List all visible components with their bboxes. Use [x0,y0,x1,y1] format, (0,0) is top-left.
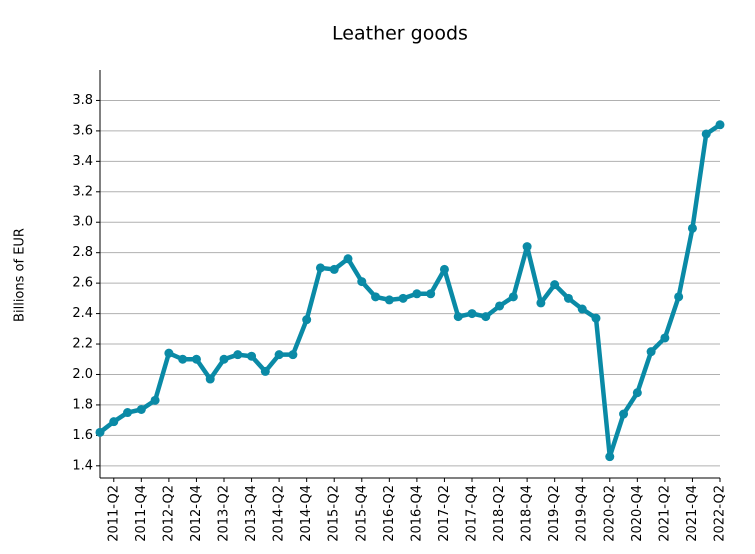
x-tick-label: 2014-Q4 [299,485,314,542]
line [98,122,722,459]
point [674,292,684,302]
point [632,388,642,398]
point [481,312,491,322]
point [247,351,257,361]
point [233,350,243,360]
x-tick-label: 2022-Q2 [713,485,728,542]
x-tick-label: 2011-Q2 [106,485,121,542]
y-tick-label: 3.6 [72,123,93,138]
x-tick-label: 2016-Q4 [409,485,424,542]
point [563,293,573,303]
x-tick-label: 2018-Q2 [492,485,507,542]
x-tick-label: 2012-Q4 [189,485,204,542]
y-axis-label: Billions of EUR [13,228,28,322]
point [315,263,325,273]
y-tick-label: 1.4 [72,458,93,473]
x-tick-label: 2015-Q2 [327,485,342,542]
point [439,264,449,274]
y-tick-label: 3.8 [72,93,93,108]
point [136,404,146,414]
y-tick-label: 2.2 [72,337,93,352]
point [274,350,284,360]
y-tick-label: 2.8 [72,245,93,260]
x-tick-label: 2021-Q2 [657,485,672,542]
point [123,408,133,418]
point [398,293,408,303]
point [715,120,725,130]
point [550,280,560,290]
x-tick-label: 2019-Q4 [575,485,590,542]
point [371,292,381,302]
point [605,452,615,462]
y-tick-label: 3.4 [72,154,93,169]
point [522,242,532,252]
point [453,312,463,322]
y-tick-label: 3.0 [72,215,93,230]
x-tick-label: 2018-Q4 [520,485,535,542]
x-tick-label: 2021-Q4 [685,485,700,542]
y-tick-label: 1.6 [72,428,93,443]
point [495,301,505,311]
point [302,315,312,325]
point [412,289,422,299]
y-tick-label: 2.6 [72,276,93,291]
point [619,409,629,419]
point [467,309,477,319]
x-tick-label: 2012-Q2 [161,485,176,542]
y-tick-label: 1.8 [72,397,93,412]
point [384,295,394,305]
point [109,417,119,427]
point [701,129,711,139]
point [508,292,518,302]
point [426,289,436,299]
point [329,264,339,274]
point [150,395,160,405]
x-tick-label: 2011-Q4 [134,485,149,542]
x-tick-label: 2017-Q4 [465,485,480,542]
x-tick-label: 2014-Q2 [272,485,287,542]
point [577,304,587,314]
x-tick-label: 2013-Q4 [244,485,259,542]
point [205,374,215,384]
x-tick-label: 2019-Q2 [547,485,562,542]
point [536,298,546,308]
point [660,333,670,343]
x-tick-label: 2020-Q2 [602,485,617,542]
y-tick-label: 2.0 [72,367,93,382]
chart-title: Leather goods [332,23,468,45]
y-tick-label: 3.2 [72,184,93,199]
x-tick-label: 2016-Q2 [382,485,397,542]
point [288,350,298,360]
x-tick-label: 2015-Q4 [354,485,369,542]
x-tick-label: 2017-Q2 [437,485,452,542]
point [260,366,270,376]
point [357,277,367,287]
point [343,254,353,264]
x-tick-label: 2013-Q2 [217,485,232,542]
point [191,354,201,364]
point [178,354,188,364]
point [95,427,105,437]
x-tick-label: 2020-Q4 [630,485,645,542]
point [591,313,601,323]
point [219,354,229,364]
point [646,347,656,357]
point [164,348,174,358]
y-tick-label: 2.4 [72,306,93,321]
point [687,223,697,233]
